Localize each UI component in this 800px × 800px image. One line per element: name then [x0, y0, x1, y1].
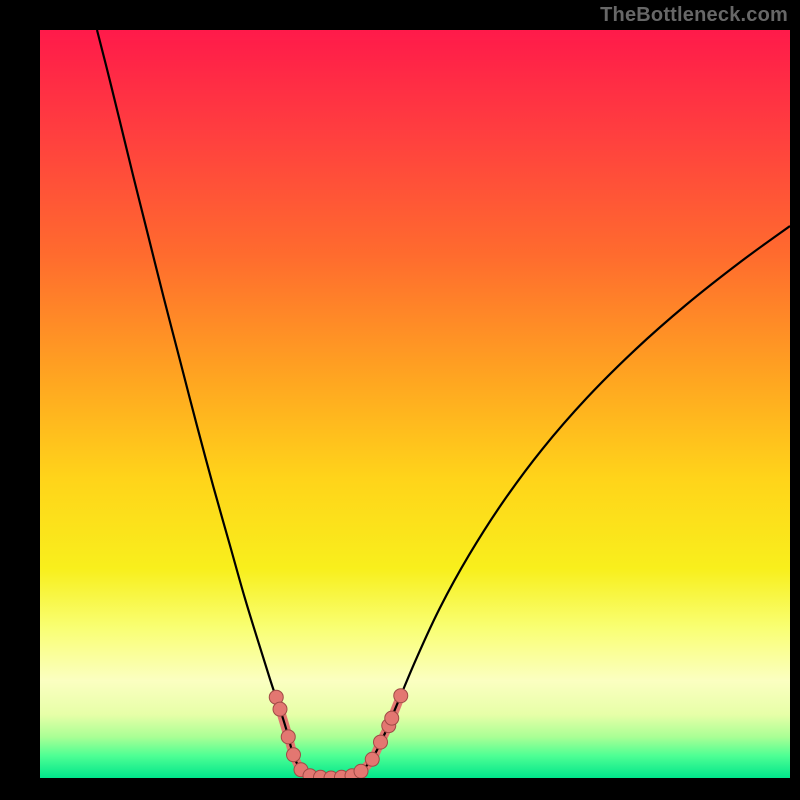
marker-dot: [287, 748, 301, 762]
marker-dot: [365, 752, 379, 766]
bottleneck-curve-chart: [0, 0, 800, 800]
marker-dot: [273, 702, 287, 716]
marker-dot: [374, 735, 388, 749]
marker-dot: [281, 730, 295, 744]
gradient-background: [40, 30, 790, 778]
marker-dot: [385, 711, 399, 725]
chart-container: TheBottleneck.com: [0, 0, 800, 800]
marker-dot: [354, 764, 368, 778]
marker-dot: [394, 689, 408, 703]
